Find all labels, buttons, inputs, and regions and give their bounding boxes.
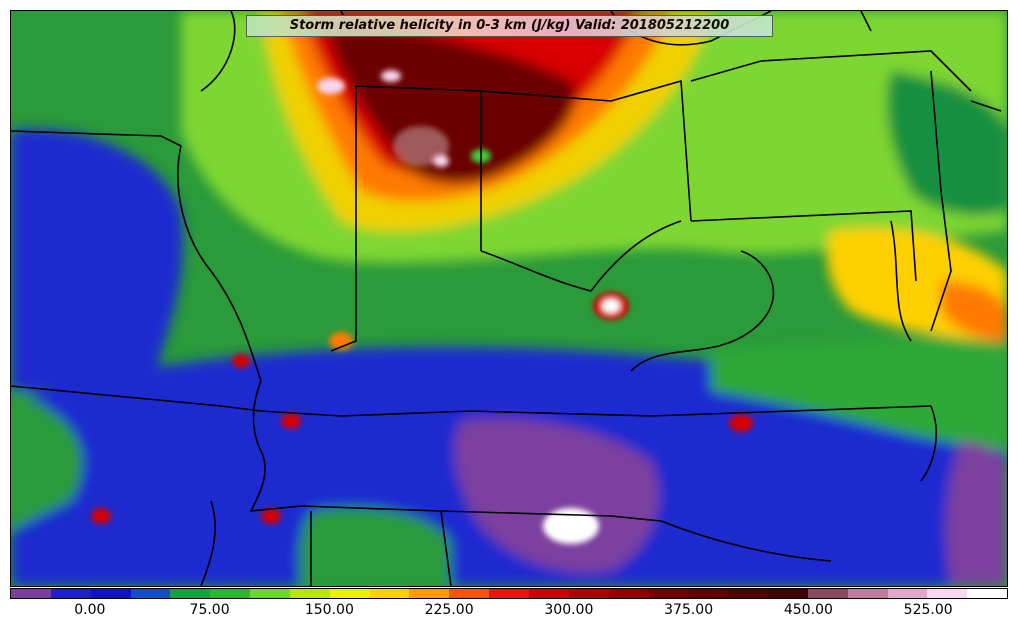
colorbar-segment (409, 589, 450, 598)
colorbar-tick-label: 300.00 (544, 602, 594, 618)
colorbar-segment (170, 589, 211, 598)
colorbar-segment (927, 589, 968, 598)
colorbar-segment (130, 589, 171, 598)
colorbar-tick-label: 375.00 (664, 602, 714, 618)
colorbar-ticks: 0.00 75.00 150.00 225.00 300.00 375.00 4… (10, 600, 1008, 630)
colorbar (10, 588, 1008, 599)
colorbar-segment (90, 589, 131, 598)
colorbar-segment (688, 589, 729, 598)
colorbar-segment (210, 589, 251, 598)
colorbar-segment (369, 589, 410, 598)
colorbar-segment (608, 589, 649, 598)
colorbar-tick-label: 75.00 (189, 602, 230, 618)
colorbar-tick-label: 0.00 (74, 602, 106, 618)
colorbar-segment (50, 589, 91, 598)
colorbar-segment (728, 589, 769, 598)
colorbar-segment (648, 589, 689, 598)
colorbar-segment (967, 589, 1008, 598)
map-canvas (11, 11, 1007, 586)
storm-cells (91, 70, 753, 544)
map-title: Storm relative helicity in 0-3 km (J/kg)… (246, 15, 773, 37)
colorbar-tick-label: 450.00 (783, 602, 833, 618)
helicity-map (10, 10, 1008, 587)
colorbar-segment (489, 589, 529, 598)
colorbar-segment (568, 589, 609, 598)
colorbar-segment (807, 589, 848, 598)
colorbar-segment (768, 589, 808, 598)
state-boundaries (11, 11, 1002, 586)
colorbar-tick-label: 150.00 (304, 602, 354, 618)
colorbar-segment (250, 589, 290, 598)
colorbar-segment (887, 589, 928, 598)
colorbar-segment (528, 589, 569, 598)
colorbar-segment (329, 589, 370, 598)
colorbar-segment (289, 589, 330, 598)
colorbar-segment (11, 589, 51, 598)
colorbar-tick-label: 225.00 (424, 602, 474, 618)
colorbar-tick-label: 525.00 (903, 602, 953, 618)
colorbar-segment (847, 589, 888, 598)
colorbar-segment (449, 589, 490, 598)
